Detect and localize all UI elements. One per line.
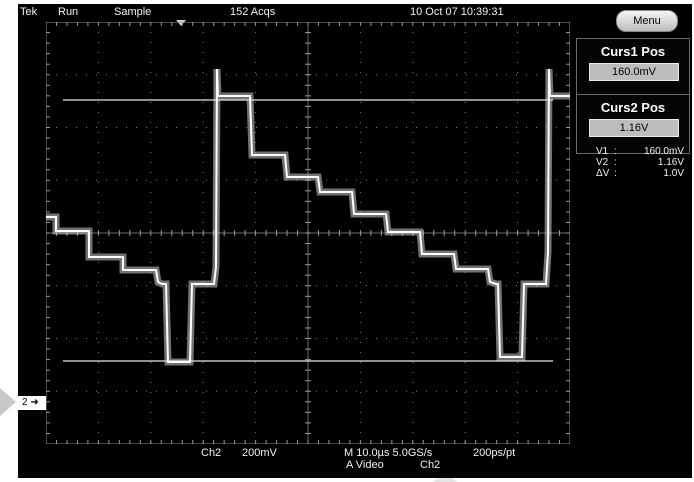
readout-value: 160.0mV — [643, 146, 684, 157]
cursor-panel: Menu Curs1 Pos 160.0mV Curs2 Pos 1.16V V… — [574, 4, 692, 478]
timebase: M 10.0µs 5.0GS/s — [344, 447, 433, 459]
readout-value: 1.0V — [663, 168, 684, 179]
cursor1-value[interactable]: 160.0mV — [589, 63, 679, 81]
menu-button[interactable]: Menu — [616, 10, 678, 32]
readout-key: ΔV — [596, 168, 610, 179]
readout-row-v2: V2: 1.16V — [596, 157, 684, 168]
run-state: Run — [58, 6, 79, 18]
graticule-svg — [45, 21, 571, 445]
brand-label: Tek — [20, 6, 38, 18]
vertical-scale: 200mV — [242, 447, 277, 459]
timestamp: 10 Oct 07 10:39:31 — [410, 6, 504, 18]
channel-marker-label: 2 — [22, 397, 28, 408]
resolution: 200ps/pt — [473, 447, 516, 459]
cursor-lines — [63, 99, 553, 362]
readout-row-v1: V1: 160.0mV — [596, 146, 684, 157]
cursor-readout: V1: 160.0mV V2: 1.16V ΔV: 1.0V — [596, 146, 690, 179]
trigger-channel: Ch2 — [420, 459, 441, 471]
cursor1-box[interactable]: Curs1 Pos 160.0mV — [576, 38, 690, 98]
channel-marker[interactable]: 2 ➜ — [18, 396, 46, 410]
graticule-grid — [45, 21, 570, 444]
trigger-source: A Video — [346, 459, 384, 471]
cursor2-box[interactable]: Curs2 Pos 1.16V — [576, 94, 690, 154]
readout-value: 1.16V — [657, 157, 684, 168]
acq-mode: Sample — [114, 6, 152, 18]
acq-count: 152 Acqs — [230, 6, 276, 18]
waveform-display — [45, 21, 571, 449]
cursor2-value[interactable]: 1.16V — [589, 119, 679, 137]
readout-key: V1 — [596, 146, 609, 157]
readout-key: V2 — [596, 157, 609, 168]
readout-row-dv: ΔV: 1.0V — [596, 168, 684, 179]
cursor2-label: Curs2 Pos — [600, 100, 666, 115]
channel-label: Ch2 — [201, 447, 222, 459]
trigger-position-icon — [176, 20, 186, 26]
oscilloscope-screen: Tek Run Sample 152 Acqs 10 Oct 07 10:39:… — [18, 4, 692, 478]
trace-waveform — [46, 68, 570, 366]
ground-arrow-icon: ➜ — [27, 397, 39, 408]
left-arrow-icon — [0, 388, 16, 416]
status-bar: Tek Run Sample 152 Acqs 10 Oct 07 10:39:… — [18, 4, 570, 20]
cursor1-label: Curs1 Pos — [600, 44, 666, 59]
